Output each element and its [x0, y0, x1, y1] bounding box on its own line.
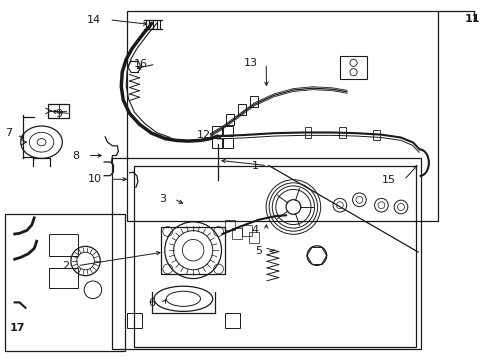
Text: 4: 4: [250, 225, 258, 235]
Text: 7: 7: [5, 128, 12, 138]
Bar: [48, 104, 69, 118]
Text: 15: 15: [381, 175, 395, 185]
Bar: [238, 104, 245, 115]
Bar: [250, 96, 258, 107]
Bar: [224, 313, 239, 328]
Text: 13: 13: [244, 58, 258, 68]
Bar: [232, 228, 242, 239]
Text: 6: 6: [148, 298, 155, 308]
Bar: [49, 268, 78, 288]
Text: 5: 5: [255, 246, 262, 256]
Bar: [212, 126, 222, 136]
Text: 2: 2: [62, 261, 69, 271]
Text: 12: 12: [197, 130, 211, 140]
Text: 14: 14: [87, 15, 101, 25]
Bar: [223, 126, 232, 136]
Text: 11: 11: [464, 14, 479, 24]
Text: 16: 16: [133, 59, 147, 69]
Bar: [242, 225, 251, 236]
Bar: [339, 56, 366, 79]
Bar: [225, 114, 233, 125]
Bar: [304, 127, 311, 138]
Bar: [372, 130, 379, 140]
Text: 9: 9: [55, 109, 62, 119]
Text: 10: 10: [87, 174, 102, 184]
Bar: [127, 11, 437, 221]
Bar: [223, 138, 232, 148]
Bar: [212, 138, 222, 148]
Text: 1: 1: [252, 161, 259, 171]
Bar: [5, 214, 124, 351]
Text: 8: 8: [72, 150, 80, 161]
Bar: [249, 232, 259, 243]
Bar: [338, 127, 345, 138]
Text: 17: 17: [10, 323, 25, 333]
Text: 3: 3: [159, 194, 166, 204]
Bar: [224, 220, 234, 230]
Bar: [161, 227, 224, 274]
Bar: [49, 234, 78, 256]
Bar: [127, 313, 142, 328]
